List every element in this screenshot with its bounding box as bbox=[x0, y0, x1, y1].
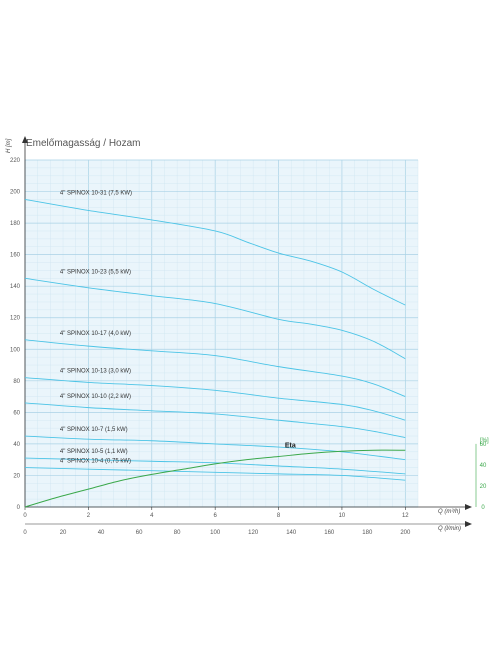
x-tick-label: 6 bbox=[213, 513, 217, 519]
eta-tick-labels: 0 20 40 60 bbox=[480, 442, 487, 511]
y-tick-label: 180 bbox=[10, 221, 21, 227]
x-tick-label-lmin: 40 bbox=[98, 530, 105, 536]
y-tick-label: 220 bbox=[10, 158, 21, 164]
pump-curve-label: 4" SPINOX 10-31 (7,5 KW) bbox=[60, 190, 132, 196]
y-tick-label: 100 bbox=[10, 347, 21, 353]
x-axis-arrow bbox=[465, 504, 472, 510]
x-tick-label-lmin: 60 bbox=[136, 530, 143, 536]
x-tick-label-lmin: 80 bbox=[174, 530, 181, 536]
y-tick-labels: 0 20 40 60 80 100 120 140 160 180 200 220 bbox=[10, 158, 21, 511]
x-tick-label: 8 bbox=[277, 513, 281, 519]
pump-curve-label: 4" SPINOX 10-10 (2,2 kW) bbox=[60, 394, 131, 400]
eta-axis-label: [%] bbox=[480, 438, 489, 444]
pump-curve-line bbox=[24, 339, 406, 398]
x-tick-label-lmin: 180 bbox=[362, 530, 373, 536]
y-tick-label: 40 bbox=[13, 442, 20, 448]
pump-curve-label: 4" SPINOX 10-7 (1,5 kW) bbox=[60, 427, 128, 433]
pump-curve-line bbox=[24, 277, 406, 360]
y-tick-label: 200 bbox=[10, 190, 21, 196]
pump-curve-line bbox=[24, 435, 406, 461]
x-tick-labels-lmin: 0 20 40 60 80 100 120 140 160 180 200 bbox=[23, 530, 411, 536]
y-tick-label: 80 bbox=[13, 379, 20, 385]
chart-title: Emelőmagasság / Hozam bbox=[26, 138, 141, 149]
pump-curve-line bbox=[24, 198, 406, 306]
pump-curve-line bbox=[24, 467, 406, 481]
x-tick-label: 12 bbox=[402, 513, 409, 519]
pump-curve-label: 4" SPINOX 10-4 (0,75 kW) bbox=[60, 459, 131, 465]
eta-tick-label: 20 bbox=[480, 484, 487, 490]
x-tick-label-lmin: 100 bbox=[210, 530, 221, 536]
y-tick-label: 20 bbox=[13, 473, 20, 479]
y-tick-label: 120 bbox=[10, 316, 21, 322]
x-tick-label-lmin: 140 bbox=[286, 530, 297, 536]
pump-curve-label: 4" SPINOX 10-13 (3,0 kW) bbox=[60, 369, 131, 375]
eta-curve-label: Eta bbox=[285, 442, 296, 449]
eta-curve-line bbox=[24, 449, 406, 508]
x-tick-labels-m3h: 0 2 4 6 8 10 12 bbox=[23, 507, 409, 519]
x-tick-label-lmin: 160 bbox=[324, 530, 335, 536]
y-axis-label: H [m] bbox=[6, 138, 12, 153]
x-tick-label-lmin: 120 bbox=[248, 530, 259, 536]
x-axis-label-lmin: Q (l/min) bbox=[438, 526, 461, 532]
eta-tick-label: 40 bbox=[480, 463, 487, 469]
x-tick-label: 4 bbox=[150, 513, 154, 519]
y-tick-label: 140 bbox=[10, 284, 21, 290]
y-tick-label: 160 bbox=[10, 253, 21, 259]
y-axis-arrow bbox=[22, 136, 28, 143]
x-tick-label-lmin: 0 bbox=[23, 530, 27, 536]
eta-tick-label: 60 bbox=[480, 442, 487, 448]
pump-curve-line bbox=[24, 377, 406, 421]
y-tick-label: 60 bbox=[13, 410, 20, 416]
pump-curve-line bbox=[24, 402, 406, 439]
pump-curves bbox=[24, 198, 406, 508]
curve-labels: 4" SPINOX 10-31 (7,5 KW) 4" SPINOX 10-23 … bbox=[60, 190, 296, 464]
x-axis-label-m3h: Q (m³/h) bbox=[438, 509, 460, 515]
pump-curve-label: 4" SPINOX 10-23 (5,5 kW) bbox=[60, 269, 131, 275]
y-tick-label: 0 bbox=[17, 505, 21, 511]
chart-axes bbox=[22, 136, 477, 527]
x-tick-label-lmin: 20 bbox=[60, 530, 67, 536]
pump-curve-line bbox=[24, 457, 406, 475]
x-tick-label: 0 bbox=[23, 513, 27, 519]
x-tick-label-lmin: 200 bbox=[400, 530, 411, 536]
eta-tick-label: 0 bbox=[481, 505, 485, 511]
x-tick-label: 2 bbox=[87, 513, 91, 519]
pump-curve-label: 4" SPINOX 10-5 (1,1 kW) bbox=[60, 449, 128, 455]
x-axis-arrow-lmin bbox=[465, 521, 472, 527]
pump-curve-label: 4" SPINOX 10-17 (4,0 kW) bbox=[60, 331, 131, 337]
x-tick-label: 10 bbox=[339, 513, 346, 519]
